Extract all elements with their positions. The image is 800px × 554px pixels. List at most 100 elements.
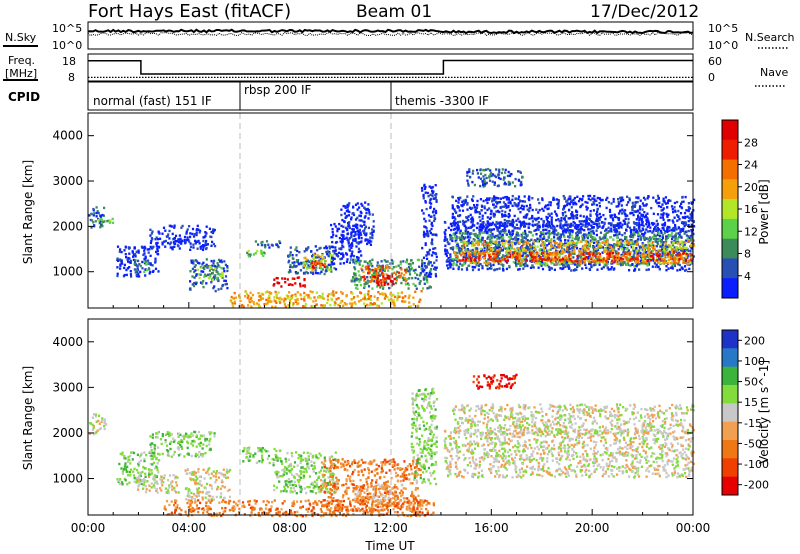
power-cell [428,271,431,275]
power-cell [371,234,374,237]
power-cell [192,259,195,262]
power-cell [503,239,506,242]
power-cell [661,208,664,212]
power-cell [180,240,183,243]
power-cell [655,263,658,266]
power-cell [668,235,671,238]
power-cell [537,254,540,257]
power-cell [545,215,548,219]
power-cell [647,241,650,244]
power-cell [467,254,470,257]
power-cell [190,261,193,264]
power-cell [626,258,629,262]
power-cell [483,246,486,250]
power-cell [515,235,518,239]
power-cell [523,247,526,250]
power-cell [305,248,308,252]
power-cell [589,194,592,198]
power-cell [461,264,464,267]
power-cell [469,261,472,265]
power-cell [467,226,470,230]
power-cell [579,261,583,264]
power-cell [372,220,375,223]
power-cell [518,253,521,256]
power-cell [138,275,141,278]
power-cell [264,244,267,247]
power-cell [522,231,525,235]
power-cell [449,255,452,259]
power-cell [211,240,214,244]
power-cell [691,249,694,252]
power-cell [369,269,372,272]
power-cell [596,215,599,218]
power-cell [334,225,337,228]
power-cell [622,246,625,250]
power-cell [316,272,319,275]
power-cell [293,261,296,264]
power-cell [372,230,375,233]
power-cell [655,228,658,231]
power-cell [664,253,667,257]
power-cell [529,257,532,260]
power-cell [579,260,583,263]
power-cell [572,247,575,250]
power-cell [691,219,694,222]
power-cell [625,240,628,243]
power-cell [334,246,337,249]
power-cell [555,198,559,201]
power-cell [133,268,136,271]
power-cell [202,236,205,239]
power-cell [522,205,526,208]
power-cell [640,262,643,265]
power-cell [662,218,665,221]
power-cell [471,219,475,223]
power-cell [564,221,567,224]
power-cell [359,278,362,281]
power-cell [326,265,329,268]
power-cell [571,213,574,217]
power-cell [371,231,374,234]
power-cell [580,226,583,229]
power-cell [661,223,664,226]
power-cell [306,271,309,275]
power-cell [657,261,660,264]
power-cell [609,214,612,217]
power-cell [491,234,494,238]
power-cell [480,226,483,229]
power-cell [563,229,566,232]
power-cell [476,210,479,214]
power-cell [688,253,691,257]
power-cell [337,251,341,255]
power-cell [565,200,568,203]
power-cell [128,261,131,264]
power-cell [484,228,487,231]
power-cell [135,250,138,253]
power-cell [127,256,130,260]
power-cell [111,217,114,221]
power-cell [480,172,483,175]
power-cell [455,263,458,267]
power-cell [453,220,456,223]
power-cell [509,200,512,203]
power-cell [528,209,531,213]
power-cell [478,230,481,233]
power-cell [676,259,679,262]
power-cell [476,250,479,253]
power-cell [500,239,504,242]
power-cell [490,174,493,178]
power-cell [541,261,544,264]
power-cell [433,252,436,255]
power-cell [480,224,483,227]
power-cell [634,264,637,268]
power-cell [592,200,595,204]
power-cell [354,283,357,286]
power-cell [490,171,493,175]
power-cell [411,277,414,280]
power-cell [353,254,356,258]
power-cell [365,234,368,237]
power-cell [524,237,528,240]
power-cell [339,262,342,265]
power-cell [568,236,571,239]
power-cell [414,268,417,272]
power-cell [592,249,596,252]
